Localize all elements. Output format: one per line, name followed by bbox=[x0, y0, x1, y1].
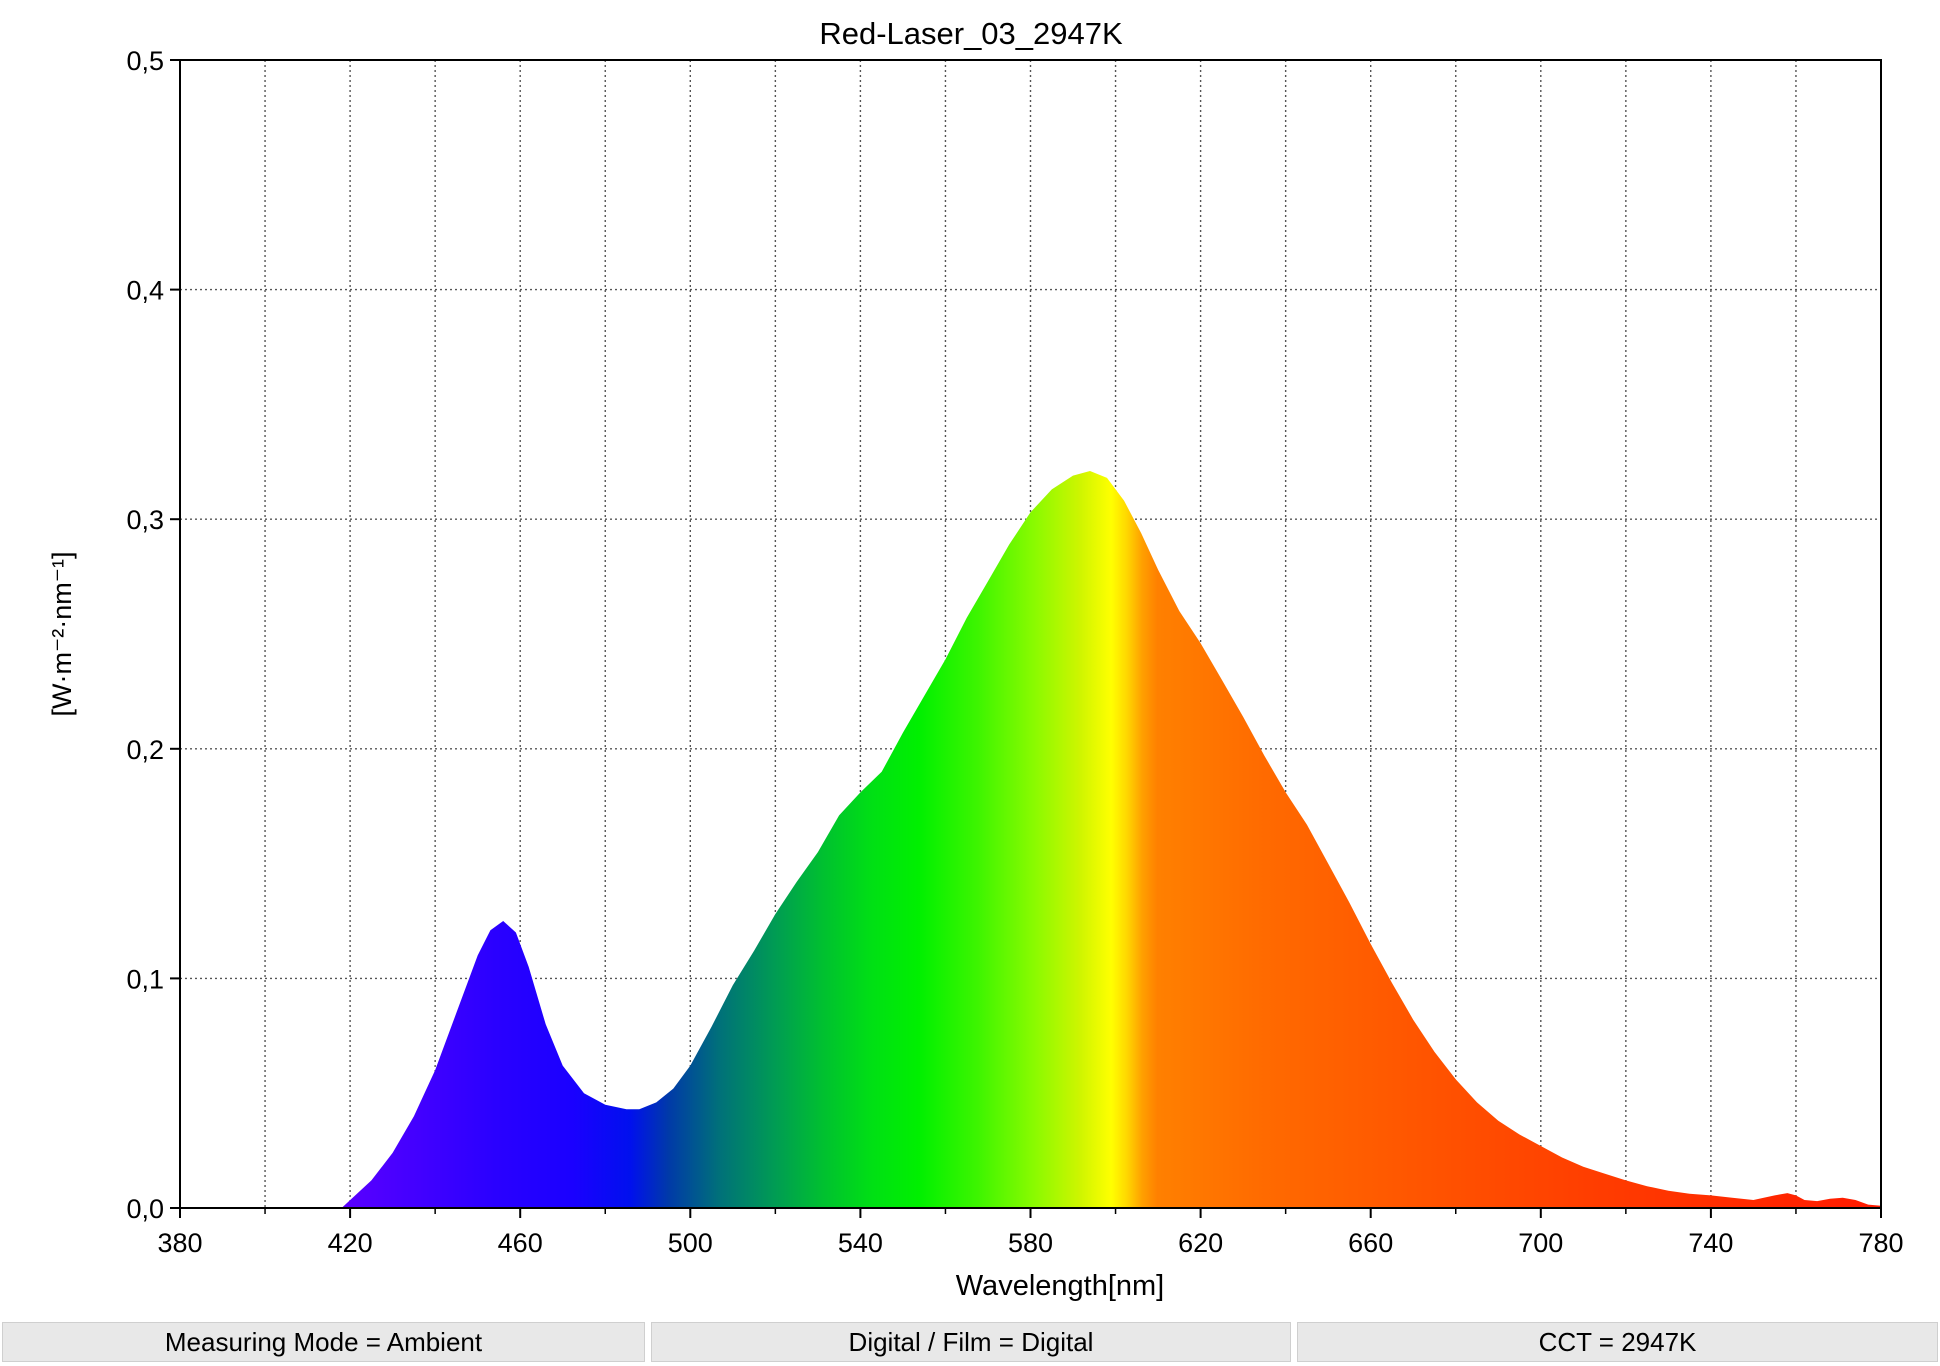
y-tick-label: 0,5 bbox=[126, 46, 164, 76]
x-tick-label: 660 bbox=[1348, 1228, 1393, 1258]
y-tick-label: 0,0 bbox=[126, 1194, 164, 1224]
x-axis-label: Wavelength[nm] bbox=[956, 1270, 1164, 1302]
y-tick-label: 0,4 bbox=[126, 276, 164, 306]
axis-ticks: 380 420 460 500 540 580 620 660 700 740 780 0,0 0,1 0… bbox=[126, 46, 1903, 1258]
measuring-mode-status: Measuring Mode = Ambient bbox=[2, 1322, 645, 1362]
x-tick-label: 380 bbox=[157, 1228, 202, 1258]
spectrum-chart: Red-Laser_03_2947K 380 420 460 500 540 580 620… bbox=[47, 16, 1904, 1302]
cct-status: CCT = 2947K bbox=[1297, 1322, 1938, 1362]
x-tick-label: 420 bbox=[328, 1228, 373, 1258]
x-tick-label: 740 bbox=[1688, 1228, 1733, 1258]
status-bar: Measuring Mode = Ambient Digital / Film … bbox=[0, 1318, 1940, 1366]
x-tick-label: 700 bbox=[1518, 1228, 1563, 1258]
spectrum-area bbox=[341, 471, 1881, 1208]
x-tick-label: 620 bbox=[1178, 1228, 1223, 1258]
x-tick-label: 460 bbox=[498, 1228, 543, 1258]
x-tick-label: 500 bbox=[668, 1228, 713, 1258]
chart-title: Red-Laser_03_2947K bbox=[819, 16, 1123, 51]
digital-film-status: Digital / Film = Digital bbox=[651, 1322, 1291, 1362]
y-axis-label: [W·m⁻²·nm⁻¹] bbox=[47, 552, 77, 717]
x-tick-label: 540 bbox=[838, 1228, 883, 1258]
y-tick-label: 0,3 bbox=[126, 505, 164, 535]
x-tick-label: 780 bbox=[1858, 1228, 1903, 1258]
x-tick-label: 580 bbox=[1008, 1228, 1053, 1258]
y-tick-label: 0,1 bbox=[126, 964, 164, 994]
y-tick-label: 0,2 bbox=[126, 735, 164, 765]
